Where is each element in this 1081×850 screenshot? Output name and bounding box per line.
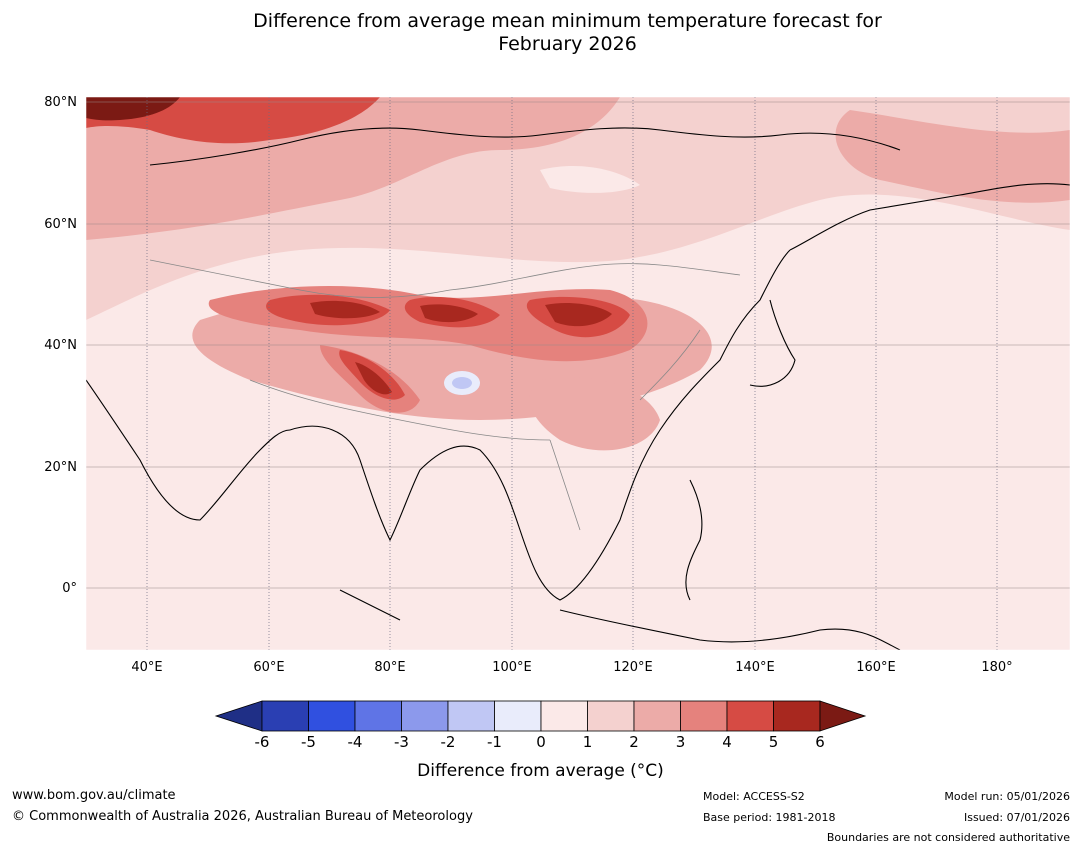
coastlines	[86, 127, 1070, 650]
colorbar-tick-label: 4	[722, 733, 732, 751]
lon-label-100e: 100°E	[492, 660, 532, 675]
colorbar-tick-label: 2	[629, 733, 639, 751]
footer-model: Model: ACCESS-S2	[703, 790, 805, 803]
lon-label-60e: 60°E	[253, 660, 285, 675]
colorbar-bin	[308, 700, 356, 732]
footer-model-run: Model run: 05/01/2026	[944, 790, 1070, 803]
colorbar-bin	[494, 700, 542, 732]
colorbar-tick-label: -3	[394, 733, 409, 751]
colorbar-tick-label: -4	[347, 733, 363, 751]
temperature-anomaly-field	[86, 97, 1070, 650]
colorbar-bin	[773, 700, 821, 732]
colorbar-arrow-high	[819, 700, 867, 732]
colorbar-tick-label: -1	[487, 733, 502, 751]
lat-label-40n: 40°N	[44, 338, 77, 353]
colorbar-bin	[587, 700, 635, 732]
colorbar-bin	[680, 700, 728, 732]
colorbar-bin	[633, 700, 681, 732]
colorbar-bin	[726, 700, 774, 732]
colorbar-tick-label: 1	[582, 733, 593, 751]
lat-label-80n: 80°N	[44, 95, 77, 110]
colorbar	[214, 700, 867, 732]
footer-url[interactable]: www.bom.gov.au/climate	[12, 788, 176, 803]
colorbar-tick-label: -6	[254, 733, 270, 751]
colorbar-tick-label: 0	[536, 733, 546, 751]
colorbar-bin	[261, 700, 309, 732]
lat-label-0: 0°	[62, 581, 77, 596]
colorbar-tick-label: 5	[768, 733, 779, 751]
lon-label-160e: 160°E	[856, 660, 896, 675]
colorbar-arrow-low	[214, 700, 263, 732]
map-title: Difference from average mean minimum tem…	[0, 10, 1081, 56]
lat-label-60n: 60°N	[44, 217, 77, 232]
colorbar-bin	[447, 700, 495, 732]
colorbar-label: Difference from average (°C)	[417, 761, 664, 781]
footer-copyright: © Commonwealth of Australia 2026, Austra…	[12, 809, 473, 824]
colorbar-tick-label: -5	[301, 733, 316, 751]
footer-base-period: Base period: 1981-2018	[703, 811, 836, 824]
graticule	[86, 101, 1070, 589]
country-borders	[149, 259, 741, 531]
colorbar-bin	[401, 700, 449, 732]
colorbar-tick-label: 6	[815, 733, 825, 751]
colorbar-bin	[354, 700, 402, 732]
lon-label-180: 180°	[981, 660, 1013, 675]
colorbar-tick-label: -2	[440, 733, 456, 751]
colorbar-bin	[540, 700, 588, 732]
title-line-1: Difference from average mean minimum tem…	[253, 10, 882, 32]
footer-issued: Issued: 07/01/2026	[963, 811, 1070, 824]
lat-label-20n: 20°N	[44, 460, 77, 475]
footer-disclaimer: Boundaries are not considered authoritat…	[826, 831, 1070, 844]
lon-label-80e: 80°E	[374, 660, 406, 675]
title-line-2: February 2026	[498, 33, 637, 55]
lon-label-120e: 120°E	[613, 660, 653, 675]
colorbar-tick-label: 3	[675, 733, 686, 751]
lon-label-40e: 40°E	[131, 660, 163, 675]
lon-label-140e: 140°E	[735, 660, 775, 675]
